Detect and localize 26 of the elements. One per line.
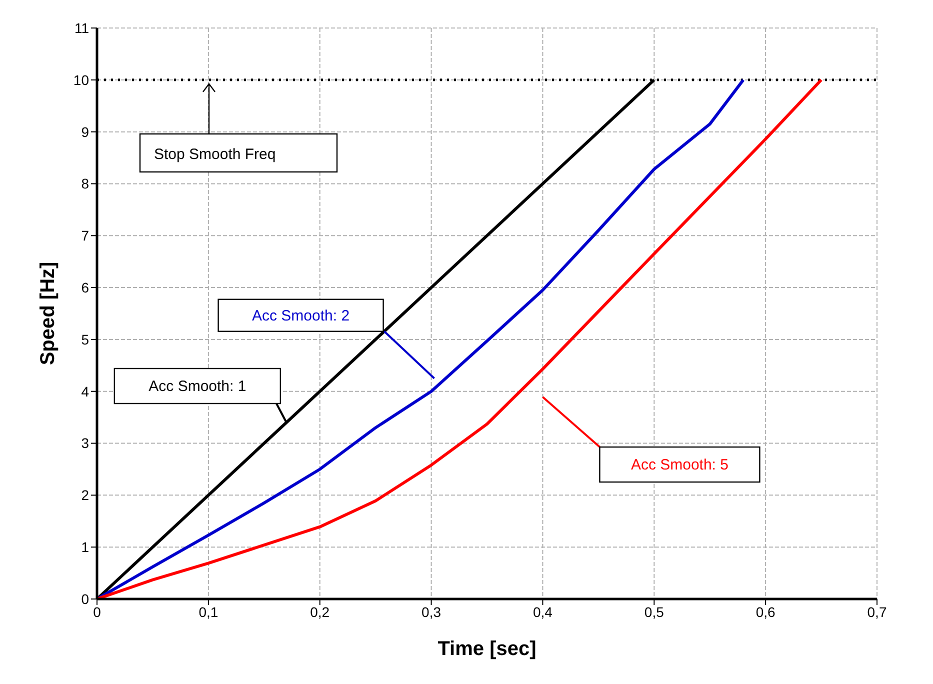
x-axis-title: Time [sec]: [438, 638, 536, 660]
x-tick-label: 0: [93, 604, 102, 620]
y-tick-label: 4: [81, 383, 90, 400]
x-tick-label: 0,6: [756, 604, 776, 620]
x-tick-label: 0,2: [310, 604, 330, 620]
y-tick-label: 11: [74, 20, 90, 36]
text: Acc Smooth: 2: [252, 307, 350, 324]
y-tick-label: 2: [81, 487, 90, 504]
y-tick-label: 5: [81, 331, 90, 348]
x-tick-label: 0,7: [867, 604, 887, 620]
y-tick-label: 0: [81, 590, 90, 607]
y-tick-label: 10: [73, 72, 90, 88]
y-axis-title: Speed [Hz]: [37, 262, 60, 366]
y-tick-label: 3: [81, 435, 90, 452]
x-tick-label: 0,3: [422, 604, 442, 620]
ref-line-label: Stop Smooth Freq: [154, 146, 276, 163]
x-tick-label: 0,1: [198, 604, 218, 620]
x-tick-label: 0,5: [644, 604, 664, 620]
y-tick-label: 7: [81, 228, 90, 244]
y-tick-label: 6: [81, 280, 90, 296]
y-tick-label: 1: [81, 539, 90, 556]
x-tick-label: 0,4: [532, 604, 553, 620]
y-tick-label: 8: [81, 176, 90, 192]
text: Acc Smooth: 1: [148, 378, 246, 396]
text: Acc Smooth: 5: [630, 456, 728, 474]
y-tick-label: 9: [81, 124, 90, 140]
